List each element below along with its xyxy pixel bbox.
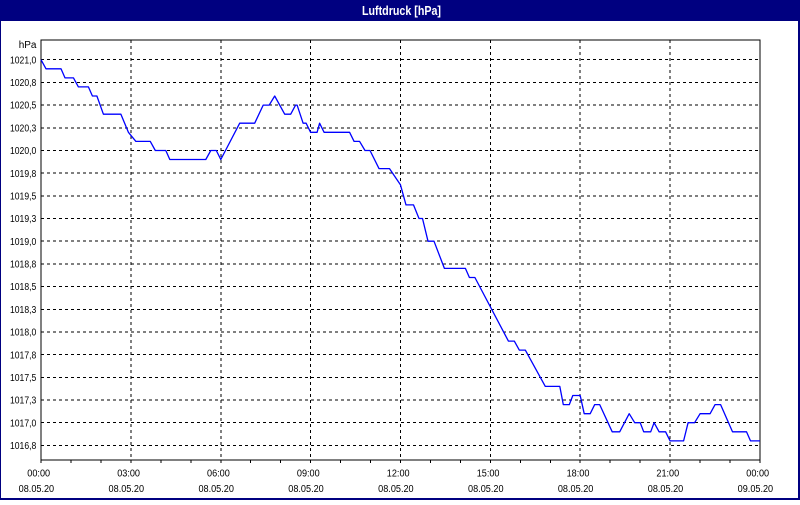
svg-text:1019,0: 1019,0 — [10, 237, 37, 248]
svg-text:1017,8: 1017,8 — [10, 350, 37, 361]
svg-text:1018,3: 1018,3 — [10, 305, 37, 316]
svg-text:1016,8: 1016,8 — [10, 441, 37, 452]
svg-text:1019,3: 1019,3 — [10, 214, 37, 225]
svg-text:08.05.20: 08.05.20 — [19, 484, 55, 495]
svg-text:08.05.20: 08.05.20 — [648, 484, 684, 495]
svg-text:hPa: hPa — [19, 40, 37, 51]
svg-text:1020,5: 1020,5 — [10, 101, 37, 112]
svg-text:08.05.20: 08.05.20 — [378, 484, 414, 495]
svg-text:1018,0: 1018,0 — [10, 328, 37, 339]
svg-text:15:00: 15:00 — [477, 469, 500, 480]
svg-text:1017,0: 1017,0 — [10, 418, 37, 429]
svg-text:1019,5: 1019,5 — [10, 191, 37, 202]
svg-text:00:00: 00:00 — [746, 469, 769, 480]
svg-text:21:00: 21:00 — [656, 469, 679, 480]
svg-text:03:00: 03:00 — [117, 469, 140, 480]
svg-text:1020,3: 1020,3 — [10, 123, 37, 134]
svg-text:18:00: 18:00 — [567, 469, 590, 480]
svg-text:09:00: 09:00 — [297, 469, 320, 480]
svg-text:1018,8: 1018,8 — [10, 260, 37, 271]
svg-text:08.05.20: 08.05.20 — [109, 484, 145, 495]
svg-text:08.05.20: 08.05.20 — [288, 484, 324, 495]
svg-text:1018,5: 1018,5 — [10, 282, 37, 293]
svg-text:09.05.20: 09.05.20 — [738, 484, 774, 495]
svg-text:1017,5: 1017,5 — [10, 373, 37, 384]
svg-text:12:00: 12:00 — [387, 469, 410, 480]
svg-text:08.05.20: 08.05.20 — [198, 484, 234, 495]
svg-text:Luftdruck [hPa]: Luftdruck [hPa] — [362, 3, 441, 18]
svg-text:00:00: 00:00 — [27, 469, 50, 480]
svg-text:1020,0: 1020,0 — [10, 146, 37, 157]
svg-text:1017,3: 1017,3 — [10, 396, 37, 407]
svg-text:08.05.20: 08.05.20 — [468, 484, 504, 495]
svg-text:1021,0: 1021,0 — [10, 55, 37, 66]
svg-text:06:00: 06:00 — [207, 469, 230, 480]
svg-text:08.05.20: 08.05.20 — [558, 484, 594, 495]
svg-text:1019,8: 1019,8 — [10, 169, 37, 180]
svg-text:1020,8: 1020,8 — [10, 78, 37, 89]
